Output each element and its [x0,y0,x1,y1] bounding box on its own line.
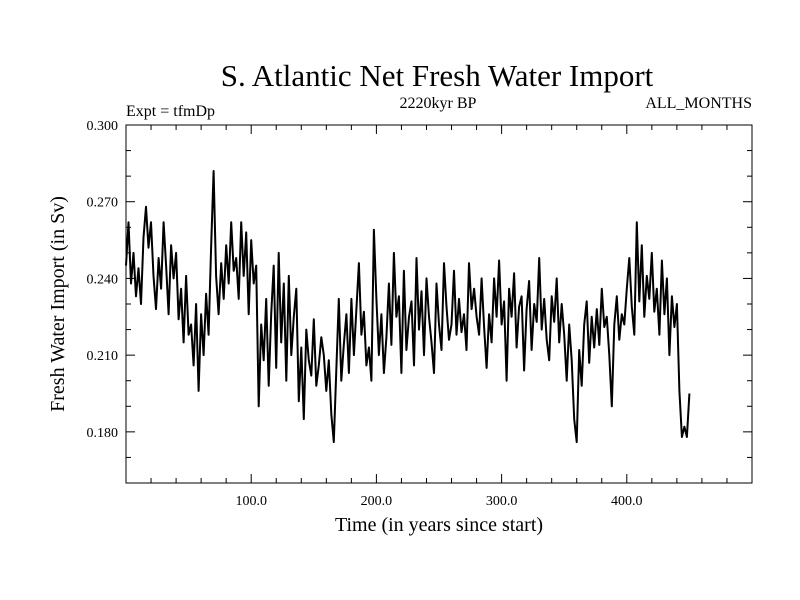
x-tick-label: 300.0 [486,494,518,509]
months-label: ALL_MONTHS [645,95,752,112]
x-tick-label: 400.0 [611,494,643,509]
series-line-fresh-water-import [125,170,691,444]
y-axis-label: Fresh Water Import (in Sv) [47,196,69,412]
y-tick-labels: 0.180 0.210 0.240 0.270 0.300 [87,119,119,441]
x-axis-label: Time (in years since start) [335,514,543,536]
experiment-label: Expt = tfmDp [126,103,215,120]
period-label: 2220kyr BP [400,95,477,112]
chart-title: S. Atlantic Net Fresh Water Import [221,58,654,93]
axis-ticks [126,125,752,483]
x-tick-labels: 100.0 200.0 300.0 400.0 [235,494,642,509]
y-tick-label: 0.270 [87,196,119,211]
x-tick-label: 100.0 [235,494,267,509]
y-tick-label: 0.180 [87,426,119,441]
x-tick-label: 200.0 [361,494,393,509]
y-tick-label: 0.210 [87,349,119,364]
y-tick-label: 0.300 [87,119,119,134]
plot-area [125,124,753,484]
y-tick-label: 0.240 [87,272,119,287]
